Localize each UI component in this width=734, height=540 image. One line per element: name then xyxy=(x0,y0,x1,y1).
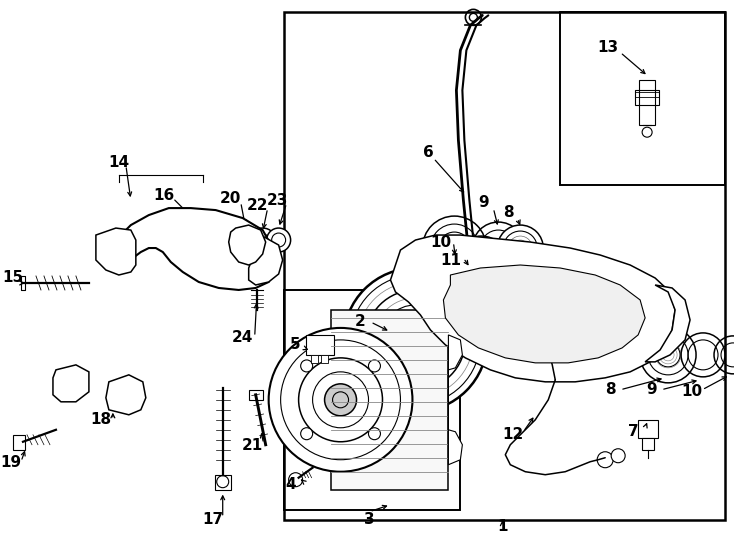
Circle shape xyxy=(640,327,696,383)
Circle shape xyxy=(266,228,291,252)
Circle shape xyxy=(468,351,482,365)
Polygon shape xyxy=(109,208,276,290)
Polygon shape xyxy=(229,225,266,265)
Circle shape xyxy=(597,452,613,468)
Circle shape xyxy=(249,228,277,256)
Polygon shape xyxy=(106,375,146,415)
Text: 23: 23 xyxy=(267,193,288,207)
Polygon shape xyxy=(249,235,283,285)
Text: 7: 7 xyxy=(628,424,639,439)
Text: 12: 12 xyxy=(503,427,524,442)
Text: 6: 6 xyxy=(423,145,434,160)
Bar xyxy=(642,438,654,450)
Text: 8: 8 xyxy=(503,205,514,220)
Text: 10: 10 xyxy=(681,384,702,399)
Circle shape xyxy=(269,328,413,472)
Circle shape xyxy=(324,384,357,416)
Polygon shape xyxy=(53,365,89,402)
Text: 11: 11 xyxy=(440,253,461,267)
Bar xyxy=(330,310,448,490)
Circle shape xyxy=(368,428,380,440)
Text: 3: 3 xyxy=(364,512,375,527)
Circle shape xyxy=(301,428,313,440)
Text: 4: 4 xyxy=(286,477,296,492)
Polygon shape xyxy=(390,235,675,382)
Polygon shape xyxy=(96,228,136,275)
Circle shape xyxy=(168,240,184,256)
Circle shape xyxy=(588,271,602,285)
Circle shape xyxy=(288,472,302,487)
Circle shape xyxy=(468,271,482,285)
Bar xyxy=(283,290,460,510)
Text: 14: 14 xyxy=(109,154,129,170)
Bar xyxy=(249,390,263,400)
Circle shape xyxy=(116,386,136,406)
Text: 19: 19 xyxy=(1,455,21,470)
Text: 18: 18 xyxy=(90,413,112,427)
Text: 21: 21 xyxy=(242,438,264,453)
Bar xyxy=(638,420,658,438)
Bar xyxy=(635,90,659,105)
Circle shape xyxy=(61,376,81,396)
Text: 8: 8 xyxy=(605,382,616,397)
Bar xyxy=(305,335,333,355)
Text: 24: 24 xyxy=(232,330,253,346)
Circle shape xyxy=(611,449,625,463)
Circle shape xyxy=(102,240,126,264)
Circle shape xyxy=(405,330,426,350)
Bar xyxy=(13,435,25,450)
Bar xyxy=(310,355,318,363)
Polygon shape xyxy=(645,285,690,362)
Polygon shape xyxy=(443,265,645,363)
Text: 5: 5 xyxy=(291,338,301,353)
Circle shape xyxy=(232,230,264,262)
Bar xyxy=(639,80,655,125)
Circle shape xyxy=(588,351,602,365)
Bar xyxy=(215,475,230,490)
Circle shape xyxy=(498,225,543,271)
Text: 10: 10 xyxy=(430,234,451,249)
Text: 9: 9 xyxy=(646,382,656,397)
Circle shape xyxy=(301,360,313,372)
Text: 16: 16 xyxy=(153,187,175,202)
Text: 20: 20 xyxy=(220,191,241,206)
Bar xyxy=(560,12,725,185)
Text: 17: 17 xyxy=(202,512,223,527)
Bar xyxy=(321,355,327,363)
Circle shape xyxy=(179,214,207,242)
Text: 1: 1 xyxy=(497,519,508,534)
Text: 2: 2 xyxy=(355,314,366,329)
Text: 13: 13 xyxy=(597,40,619,55)
Text: 22: 22 xyxy=(247,198,269,213)
Circle shape xyxy=(344,268,487,412)
Circle shape xyxy=(368,360,380,372)
Bar xyxy=(283,12,725,519)
Text: 9: 9 xyxy=(478,194,489,210)
Text: 15: 15 xyxy=(2,271,23,286)
Circle shape xyxy=(255,252,275,272)
Polygon shape xyxy=(448,335,462,465)
